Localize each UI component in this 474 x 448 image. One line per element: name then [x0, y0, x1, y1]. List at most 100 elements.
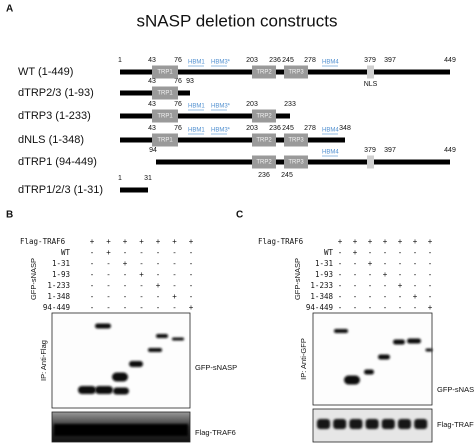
position-number: 43 [148, 125, 156, 132]
construct-label: 1-93 [52, 270, 70, 279]
lane-sign: - [398, 303, 403, 312]
domain-label: TRP3 [288, 70, 304, 76]
blot-band [172, 337, 184, 341]
position-number: 236 [258, 172, 270, 179]
lane-sign: - [413, 259, 418, 268]
lane-sign: - [413, 270, 418, 279]
lane-sign: - [368, 281, 373, 290]
domain-box [284, 133, 308, 147]
lane-sign: + [106, 248, 111, 257]
construct-label: 1-31 [52, 259, 70, 268]
domain-label: TRP2 [256, 160, 272, 166]
position-number: 1 [118, 57, 122, 64]
lane-sign: + [413, 237, 418, 246]
lane-sign: - [398, 248, 403, 257]
domain-box [284, 155, 308, 169]
position-number: 76 [174, 101, 182, 108]
lane-sign: - [156, 248, 161, 257]
motif-label: HBM3* [211, 60, 231, 66]
lane-sign: - [368, 270, 373, 279]
motif-label: HBM4 [322, 60, 339, 66]
lane-sign: + [413, 292, 418, 301]
lane-sign: - [106, 270, 111, 279]
position-number: 94 [149, 147, 157, 154]
condition-label: Flag-TRAF6 [258, 237, 304, 246]
blot-band [344, 375, 360, 385]
lane-sign: + [123, 237, 128, 246]
position-number: 43 [148, 101, 156, 108]
lane-sign: - [383, 248, 388, 257]
motif-label: HBM3* [211, 128, 231, 134]
lane-sign: - [139, 303, 144, 312]
position-number: 379 [364, 147, 376, 154]
group-label: GFP-sNASP [293, 258, 302, 300]
construct-label: 1-233 [47, 281, 70, 290]
lane-sign: + [383, 237, 388, 246]
position-number: 1 [118, 175, 122, 182]
motif-label: HBM4 [322, 128, 339, 134]
lane-sign: - [90, 292, 95, 301]
lane-sign: + [139, 270, 144, 279]
lane-sign: + [398, 281, 403, 290]
blot-label: Flag-TRAF6 [437, 420, 474, 429]
domain-label: TRP3 [288, 160, 304, 166]
lane-sign: - [139, 259, 144, 268]
lane-sign: - [172, 281, 177, 290]
lane-sign: - [383, 303, 388, 312]
lane-sign: - [413, 248, 418, 257]
blot-band [95, 386, 113, 394]
lane-sign: - [368, 248, 373, 257]
lane-sign: - [338, 259, 343, 268]
lane-sign: - [398, 292, 403, 301]
lane-sign: - [123, 248, 128, 257]
lane-sign: + [338, 237, 343, 246]
lane-sign: - [123, 303, 128, 312]
lane-sign: + [383, 270, 388, 279]
position-number: 449 [444, 57, 456, 64]
lane-sign: - [156, 259, 161, 268]
domain-label: NLS [364, 81, 378, 88]
lane-sign: - [383, 281, 388, 290]
lane-sign: - [106, 303, 111, 312]
domain-box [152, 65, 178, 79]
lane-sign: - [156, 303, 161, 312]
domain-box [152, 133, 178, 147]
position-number: 93 [186, 78, 194, 85]
position-number: 31 [144, 175, 152, 182]
blot-label: GFP-sNASP [195, 363, 237, 372]
lane-sign: - [189, 270, 194, 279]
lane-sign: - [106, 281, 111, 290]
lane-sign: - [189, 281, 194, 290]
lane-sign: - [172, 248, 177, 257]
domain-label: TRP1 [157, 91, 173, 97]
construct-label: 1-31 [315, 259, 333, 268]
lane-sign: - [189, 248, 194, 257]
construct-name: dTRP1 (94-449) [18, 156, 97, 168]
lane-sign: - [90, 270, 95, 279]
position-number: 245 [282, 125, 294, 132]
lane-sign: + [398, 237, 403, 246]
ip-label: IP: Anti-Flag [39, 340, 48, 381]
lane-sign: - [413, 303, 418, 312]
motif-label: HBM1 [188, 104, 205, 110]
lane-sign: - [398, 259, 403, 268]
construct-label: 1-348 [310, 292, 333, 301]
blot-band [112, 372, 128, 382]
position-number: 397 [384, 57, 396, 64]
blot-band [381, 419, 395, 429]
lane-sign: + [156, 237, 161, 246]
blot-band [365, 419, 379, 429]
lane-sign: - [353, 259, 358, 268]
position-number: 236 [269, 125, 281, 132]
position-number: 245 [282, 57, 294, 64]
condition-label: Flag-TRAF6 [20, 237, 66, 246]
lane-sign: - [139, 292, 144, 301]
position-number: 76 [174, 57, 182, 64]
lane-sign: - [413, 281, 418, 290]
construct-bar [120, 137, 345, 143]
lane-sign: - [428, 281, 433, 290]
position-number: 379 [364, 57, 376, 64]
lane-sign: - [338, 270, 343, 279]
position-number: 203 [246, 101, 258, 108]
blot-band [113, 387, 129, 395]
